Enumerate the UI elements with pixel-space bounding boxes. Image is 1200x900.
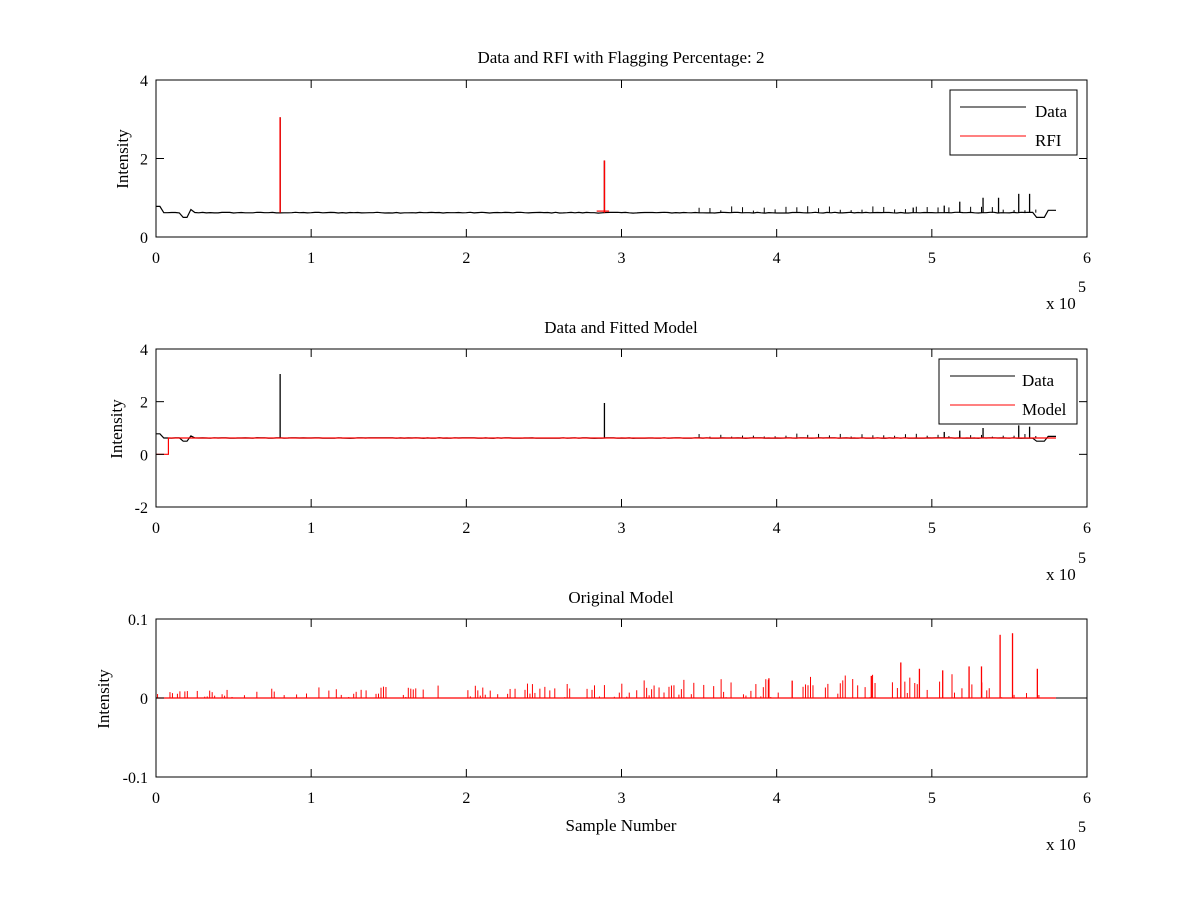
subplot-1-legend: Data RFI [949,89,1078,156]
y-tick-label: 2 [140,152,148,169]
x-tick-label: 5 [928,250,936,267]
subplot-3-xlabel: Sample Number [566,816,677,835]
subplot-1-legend-label-rfi: RFI [1035,131,1062,150]
subplot-3-x-exponent: x 10 [1046,835,1076,854]
x-tick-label: 2 [462,250,470,267]
x-tick-label: 0 [152,790,160,807]
subplot-1-yticks: 0 2 4 [140,73,1087,247]
x-tick-label: 0 [152,520,160,537]
subplot-2-title: Data and Fitted Model [544,318,698,337]
y-tick-label: 0 [140,230,148,247]
x-tick-label: 3 [618,520,626,537]
y-tick-label: 0.1 [128,612,148,629]
subplot-1-legend-box [949,89,1078,156]
x-tick-label: 1 [307,250,315,267]
subplot-2-x-exponent-power: 5 [1078,550,1086,567]
x-tick-label: 1 [307,520,315,537]
subplot-1-ylabel: Intensity [113,129,132,189]
y-tick-label: 0 [140,447,148,464]
x-tick-label: 1 [307,790,315,807]
subplot-2-legend-box [938,358,1078,425]
subplot-1-xticks: 0 1 2 3 4 5 6 [152,80,1091,267]
y-tick-label: -2 [135,500,148,517]
series-data-line [156,205,1056,218]
x-tick-label: 2 [462,520,470,537]
x-tick-label: 4 [773,250,781,267]
x-tick-label: 4 [773,790,781,807]
subplot-1: Data and RFI with Flagging Percentage: 2… [113,48,1091,313]
subplot-3-yticks: -0.1 0 0.1 [123,612,1087,787]
x-tick-label: 0 [152,250,160,267]
x-tick-label: 3 [618,250,626,267]
y-tick-label: 2 [140,395,148,412]
subplot-2-ylabel: Intensity [107,399,126,459]
subplot-2-yticks: -2 0 2 4 [135,342,1087,517]
subplot-2-legend-label-data: Data [1022,371,1055,390]
subplot-2-legend-label-model: Model [1022,400,1067,419]
subplot-1-plot [156,117,1056,218]
subplot-3-title: Original Model [568,588,674,607]
x-tick-label: 4 [773,520,781,537]
x-tick-label: 5 [928,790,936,807]
subplot-3-x-exponent-power: 5 [1078,819,1086,836]
subplot-1-x-exponent: x 10 [1046,294,1076,313]
subplot-1-legend-label-data: Data [1035,102,1068,121]
x-tick-label: 6 [1083,250,1091,267]
subplot-3-ylabel: Intensity [94,669,113,729]
y-tick-label: 0 [140,691,148,708]
subplot-2-x-exponent: x 10 [1046,565,1076,584]
x-tick-label: 2 [462,790,470,807]
x-tick-label: 5 [928,520,936,537]
subplot-1-title: Data and RFI with Flagging Percentage: 2 [477,48,764,67]
subplot-1-x-exponent-power: 5 [1078,279,1086,296]
subplot-3-xticks: 0 1 2 3 4 5 6 [152,619,1091,807]
y-tick-label: 4 [140,342,148,359]
x-tick-label: 6 [1083,790,1091,807]
y-tick-label: -0.1 [123,770,148,787]
y-tick-label: 4 [140,73,148,90]
subplot-3-plot [156,633,1087,699]
x-tick-label: 3 [618,790,626,807]
subplot-2-legend: Data Model [938,358,1078,425]
x-tick-label: 6 [1083,520,1091,537]
subplot-2-xticks: 0 1 2 3 4 5 6 [152,349,1091,537]
